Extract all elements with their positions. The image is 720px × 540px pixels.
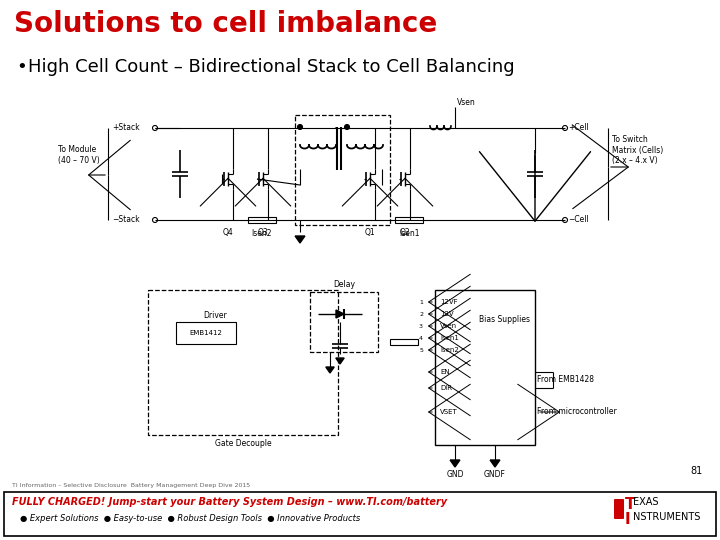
Text: 2: 2 [419,312,423,316]
Bar [248,217,276,223]
Circle shape [562,218,567,222]
Circle shape [153,125,158,131]
Text: EXAS: EXAS [633,497,659,507]
Text: Q4: Q4 [222,228,233,237]
Text: 1: 1 [419,300,423,305]
Text: DIR: DIR [440,385,452,391]
Text: 12VF: 12VF [440,299,458,305]
Circle shape [297,125,302,130]
Text: Isen1: Isen1 [399,229,419,238]
Polygon shape [295,236,305,243]
Text: Q3: Q3 [258,228,269,237]
Text: High Cell Count – Bidirectional Stack to Cell Balancing: High Cell Count – Bidirectional Stack to… [28,58,515,76]
Circle shape [344,125,349,130]
Bar [148,290,338,435]
Circle shape [562,125,567,131]
Text: Q1: Q1 [365,228,375,237]
Text: +Stack: +Stack [112,124,140,132]
Text: Vsen: Vsen [457,98,476,107]
Polygon shape [450,460,460,467]
Polygon shape [325,367,334,373]
Polygon shape [336,310,344,318]
Text: Isen2: Isen2 [440,347,459,353]
Bar [4,492,716,536]
Text: 81: 81 [690,466,703,476]
Text: GND: GND [446,470,464,479]
Text: From EMB1428: From EMB1428 [537,375,594,384]
Text: 4: 4 [419,335,423,341]
Text: Isen1: Isen1 [440,335,459,341]
Text: +Cell: +Cell [568,124,589,132]
Text: TI Information – Selective Disclosure  Battery Management Deep Dive 2015: TI Information – Selective Disclosure Ba… [12,483,250,488]
Text: −Cell: −Cell [568,215,589,225]
Text: NSTRUMENTS: NSTRUMENTS [633,512,701,522]
Text: T: T [625,497,636,512]
Text: Delay: Delay [333,280,355,289]
Text: EMB1412: EMB1412 [189,330,222,336]
Text: From microcontroller: From microcontroller [537,408,617,416]
Bar [310,292,378,352]
Bar [435,290,535,445]
Text: Bias Supplies: Bias Supplies [479,315,530,325]
Text: FULLY CHARGED! Jump-start your Battery System Design – www.TI.com/battery: FULLY CHARGED! Jump-start your Battery S… [12,497,447,507]
Text: Q2: Q2 [400,228,410,237]
Polygon shape [336,358,344,364]
Circle shape [153,218,158,222]
Text: Gate Decouple: Gate Decouple [215,439,271,448]
Text: 3: 3 [419,323,423,328]
Bar [395,217,423,223]
Bar [295,115,390,225]
Text: −Stack: −Stack [112,215,140,225]
Text: 5: 5 [419,348,423,353]
Text: I: I [625,512,631,527]
Bar [390,339,418,345]
Text: GNDF: GNDF [484,470,506,479]
FancyBboxPatch shape [614,499,624,519]
Text: To Module
(40 – 70 V): To Module (40 – 70 V) [58,145,100,165]
Text: Driver: Driver [203,312,227,321]
Text: EN: EN [440,369,449,375]
Text: 12V: 12V [440,311,454,317]
Text: ● Expert Solutions  ● Easy-to-use  ● Robust Design Tools  ● Innovative Products: ● Expert Solutions ● Easy-to-use ● Robus… [20,514,360,523]
Text: Solutions to cell imbalance: Solutions to cell imbalance [14,10,437,38]
Polygon shape [490,460,500,467]
Text: •: • [16,58,27,76]
Bar [176,322,236,344]
Text: VSET: VSET [440,409,458,415]
Text: Vsen: Vsen [440,323,457,329]
Text: Isen2: Isen2 [252,229,272,238]
Text: To Switch
Matrix (Cells)
(2.x – 4.x V): To Switch Matrix (Cells) (2.x – 4.x V) [612,135,663,165]
